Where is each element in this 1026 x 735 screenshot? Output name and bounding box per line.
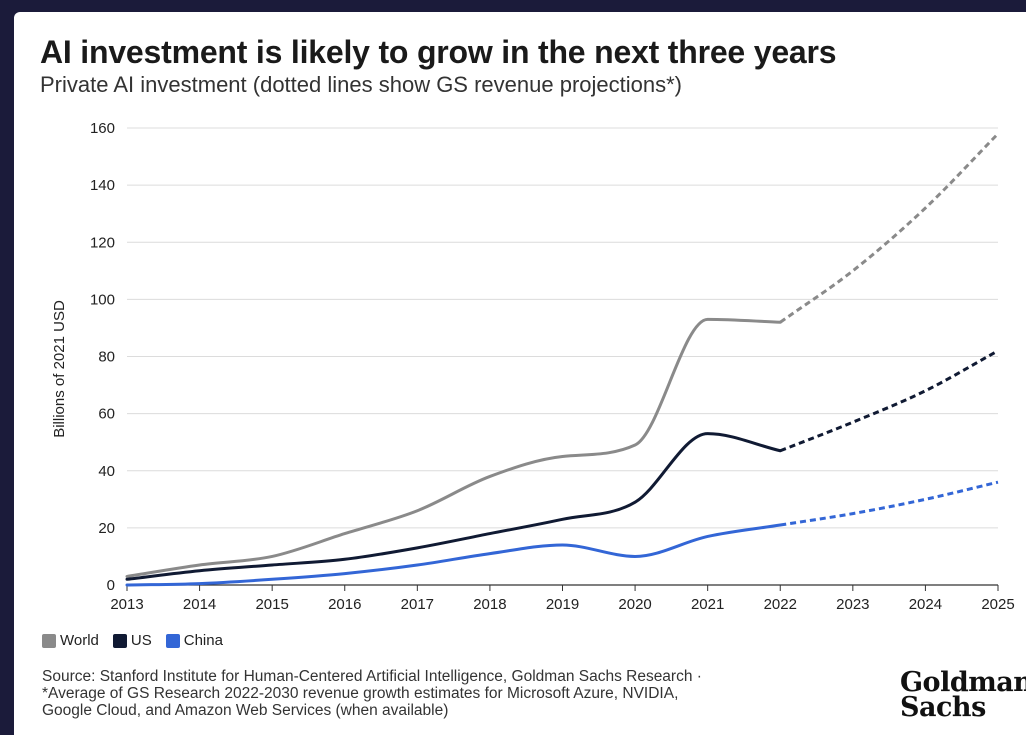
y-tick-label: 160: [90, 120, 115, 137]
legend-label-us: US: [130, 632, 152, 649]
legend-item-us: US: [112, 632, 152, 649]
x-tick-label: 2025: [981, 596, 1014, 613]
y-axis-ticks: 0 20 40 60 80 100 120 140 160: [90, 120, 115, 594]
source-line-3: Google Cloud, and Amazon Web Services (w…: [42, 702, 449, 719]
series-projection-china: [780, 480, 999, 527]
source-line-2: *Average of GS Research 2022-2030 revenu…: [42, 685, 679, 702]
y-axis-label: Billions of 2021 USD: [51, 300, 68, 438]
x-tick-label: 2013: [110, 596, 143, 613]
x-tick-label: 2023: [836, 596, 869, 613]
x-tick-label: 2024: [909, 596, 942, 613]
series-line-us: [125, 432, 782, 581]
series-line-world: [125, 317, 782, 578]
y-tick-label: 20: [98, 520, 115, 537]
x-tick-label: 2022: [764, 596, 797, 613]
x-tick-label: 2018: [473, 596, 506, 613]
legend-item-world: World: [42, 632, 99, 649]
x-tick-label: 2017: [401, 596, 434, 613]
chart-title: AI investment is likely to grow in the n…: [40, 34, 837, 70]
gridlines: [127, 127, 998, 586]
x-tick-label: 2014: [183, 596, 216, 613]
logo-line-1: Goldman: [900, 667, 1026, 698]
logo-line-2: Sachs: [900, 692, 986, 723]
x-tick-label: 2016: [328, 596, 361, 613]
x-tick-label: 2021: [691, 596, 724, 613]
x-tick-label: 2019: [546, 596, 579, 613]
legend-swatch-us: [112, 633, 127, 648]
source-line-1: Source: Stanford Institute for Human-Cen…: [42, 668, 702, 685]
legend-label-china: China: [183, 632, 223, 649]
series-projection-world: [779, 132, 1000, 324]
y-tick-label: 120: [90, 234, 115, 251]
legend-item-china: China: [165, 632, 223, 649]
y-tick-label: 100: [90, 291, 115, 308]
x-tick-label: 2015: [255, 596, 288, 613]
series-line-china: [125, 523, 782, 587]
goldman-sachs-logo: Goldman Sachs: [900, 667, 1026, 723]
series-projection-us: [779, 349, 999, 453]
y-tick-label: 0: [107, 577, 115, 594]
chart-subtitle: Private AI investment (dotted lines show…: [40, 72, 682, 97]
legend: World US China: [42, 632, 223, 649]
y-tick-label: 40: [98, 463, 115, 480]
source-footnote: Source: Stanford Institute for Human-Cen…: [42, 668, 882, 719]
x-axis-ticks: 2013 2014 2015 2016 2017 2018 2019 2020 2021 2022…: [110, 585, 1015, 613]
series-lines: [125, 132, 1000, 587]
legend-label-world: World: [60, 632, 99, 649]
chart-card: AI investment is likely to grow in the n…: [14, 12, 1026, 735]
legend-swatch-china: [165, 633, 180, 648]
x-tick-label: 2020: [618, 596, 651, 613]
y-tick-label: 80: [98, 349, 115, 366]
y-tick-label: 60: [98, 406, 115, 423]
legend-swatch-world: [42, 633, 56, 648]
y-tick-label: 140: [90, 177, 115, 194]
